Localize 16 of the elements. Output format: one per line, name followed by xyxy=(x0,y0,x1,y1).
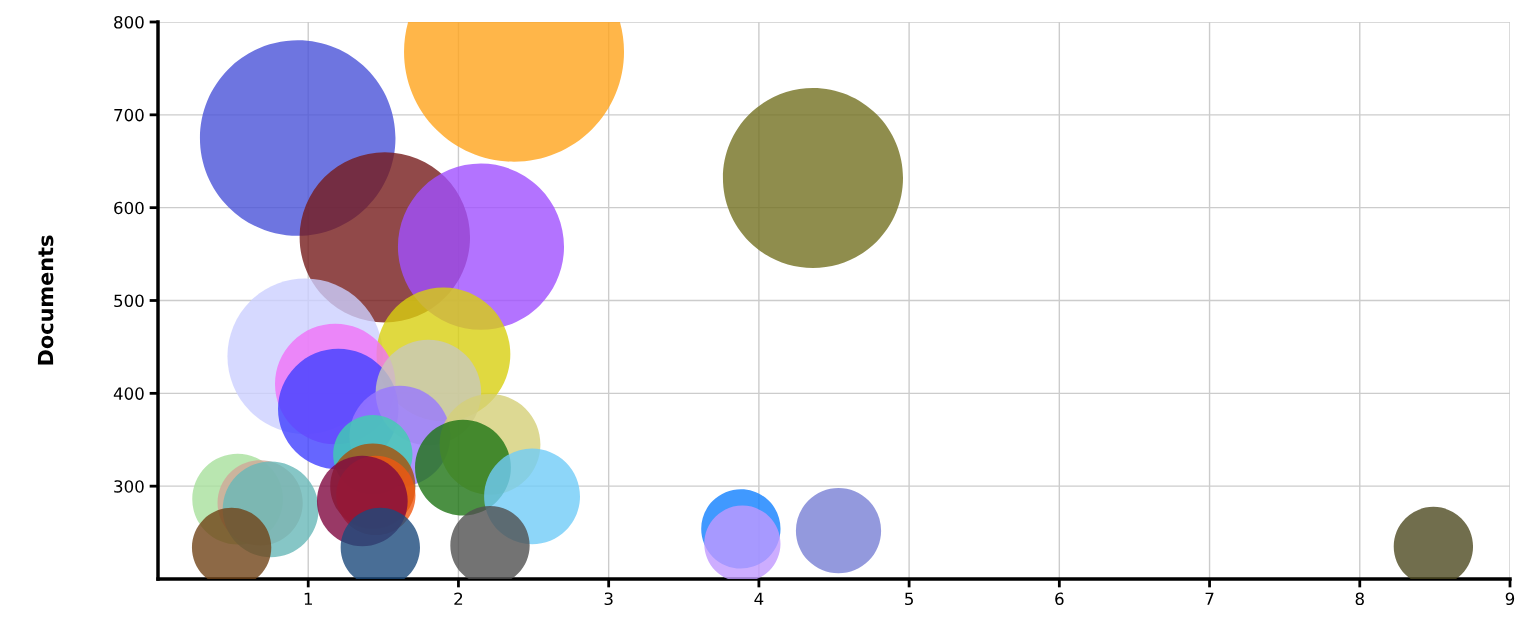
y-tick-label: 700 xyxy=(114,108,144,122)
x-tick-label: 1 xyxy=(304,592,312,605)
x-tick-label: 3 xyxy=(604,592,613,606)
y-tick-label: 300 xyxy=(114,480,144,493)
x-tick-label: 9 xyxy=(1505,592,1515,606)
x-tick-label: 2 xyxy=(454,592,463,605)
y-tick-label: 500 xyxy=(114,294,144,308)
y-tick-label: 800 xyxy=(114,15,144,29)
x-tick-label: 4 xyxy=(754,592,764,605)
x-tick-label: 5 xyxy=(905,592,913,606)
x-tick-label: 6 xyxy=(1055,592,1064,606)
y-axis-title: Documents xyxy=(37,235,54,365)
x-tick-label: 8 xyxy=(1355,592,1364,606)
y-tick-label: 400 xyxy=(113,387,144,400)
y-tick-label: 600 xyxy=(114,201,144,215)
x-tick-label: 7 xyxy=(1205,592,1214,605)
